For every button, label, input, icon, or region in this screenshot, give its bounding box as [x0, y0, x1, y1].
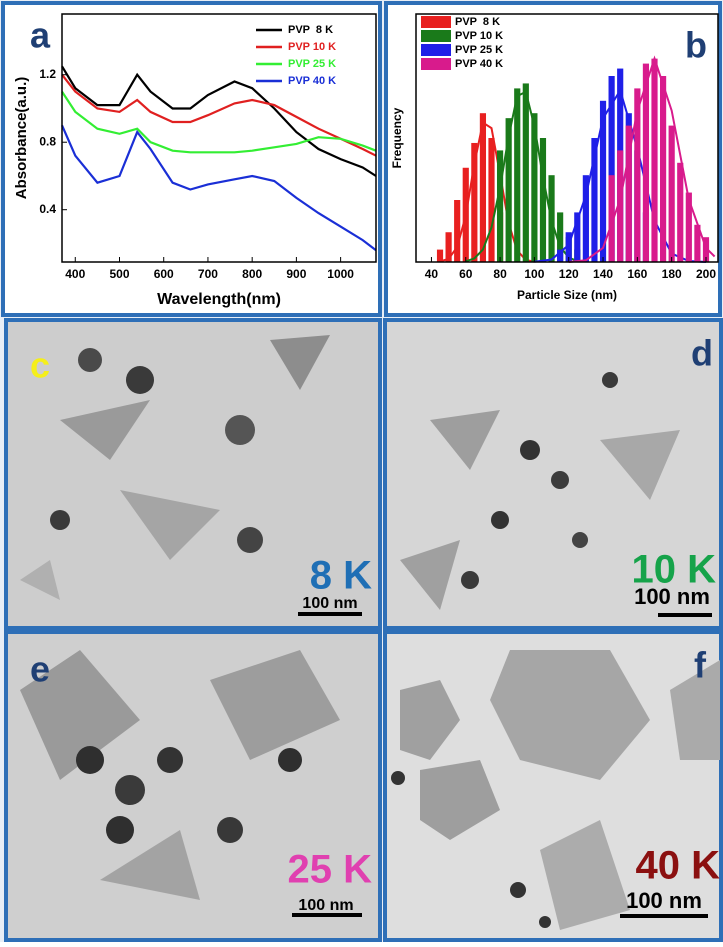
x-tick-label: 60 [459, 267, 473, 281]
x-tick-label: 100 [524, 267, 544, 281]
bar [514, 88, 520, 262]
bar [488, 138, 494, 262]
bar [677, 163, 683, 262]
y-axis-label: Absorbance(a.u.) [13, 77, 30, 200]
y-tick-label: 0.8 [39, 134, 56, 148]
bar [523, 83, 529, 262]
figure: c 8 K 100 nm d 10 K 100 nm e 25 K 100 nm… [0, 0, 723, 942]
particle [50, 510, 70, 530]
bar [540, 138, 546, 262]
x-axis-label: Wavelength(nm) [157, 291, 281, 308]
particle [237, 527, 263, 553]
scale-label: 100 nm [626, 888, 702, 913]
x-tick-label: 800 [242, 267, 262, 281]
legend-label: PVP 8 K [288, 24, 333, 36]
y-tick-label: 1.2 [39, 67, 56, 81]
sample-label: 8 K [310, 554, 372, 598]
particle [602, 372, 618, 388]
x-tick-label: 1000 [327, 267, 354, 281]
particle [225, 415, 255, 445]
x-tick-label: 200 [696, 267, 716, 281]
bar [660, 76, 666, 262]
panel-label: f [694, 645, 707, 686]
tem-image: d 10 K 100 nm [385, 320, 721, 628]
particle [78, 348, 102, 372]
particle [551, 471, 569, 489]
bar [669, 126, 675, 262]
y-axis-label: Frequency [390, 107, 404, 168]
sample-label: 25 K [288, 848, 373, 892]
x-axis-label: Particle Size (nm) [517, 288, 617, 302]
particle [115, 775, 145, 805]
scale-label: 100 nm [302, 595, 357, 612]
particle [539, 916, 551, 928]
tem-image: f 40 K 100 nm [385, 632, 721, 940]
particle [278, 748, 302, 772]
legend-label: PVP 8 K [455, 16, 500, 28]
bar [651, 59, 657, 262]
legend-swatch [421, 30, 451, 42]
x-tick-label: 140 [593, 267, 613, 281]
panel-label: d [691, 333, 713, 374]
x-tick-label: 900 [286, 267, 306, 281]
bar [497, 150, 503, 262]
x-tick-label: 120 [559, 267, 579, 281]
particle [520, 440, 540, 460]
legend-swatch [421, 44, 451, 56]
legend-label: PVP 25 K [455, 44, 503, 56]
particle [461, 571, 479, 589]
bar [454, 200, 460, 262]
x-tick-label: 400 [65, 267, 85, 281]
particle [572, 532, 588, 548]
x-tick-label: 600 [154, 267, 174, 281]
legend-swatch [421, 16, 451, 28]
x-tick-label: 160 [627, 267, 647, 281]
panel-label: a [30, 15, 51, 56]
scale-label: 100 nm [298, 897, 353, 914]
x-tick-label: 700 [198, 267, 218, 281]
particle [510, 882, 526, 898]
particle [126, 366, 154, 394]
x-tick-label: 180 [662, 267, 682, 281]
scale-label: 100 nm [634, 584, 710, 609]
legend-label: PVP 40 K [455, 58, 503, 70]
particle [76, 746, 104, 774]
particle [106, 816, 134, 844]
tem-image: e 25 K 100 nm [6, 632, 380, 940]
particle [217, 817, 243, 843]
x-tick-label: 500 [109, 267, 129, 281]
particle [491, 511, 509, 529]
legend-label: PVP 10 K [288, 41, 336, 53]
x-tick-label: 40 [425, 267, 439, 281]
sample-label: 40 K [636, 844, 721, 888]
legend-swatch [421, 58, 451, 70]
legend-label: PVP 25 K [288, 58, 336, 70]
panel-label: b [685, 25, 707, 66]
panel-label: e [30, 649, 50, 690]
legend-label: PVP 10 K [455, 30, 503, 42]
particle [157, 747, 183, 773]
y-tick-label: 0.4 [39, 202, 56, 216]
x-tick-label: 80 [493, 267, 507, 281]
particle [391, 771, 405, 785]
tem-image: c 8 K 100 nm [6, 320, 380, 628]
legend-label: PVP 40 K [288, 75, 336, 87]
panel-label: c [30, 345, 50, 386]
